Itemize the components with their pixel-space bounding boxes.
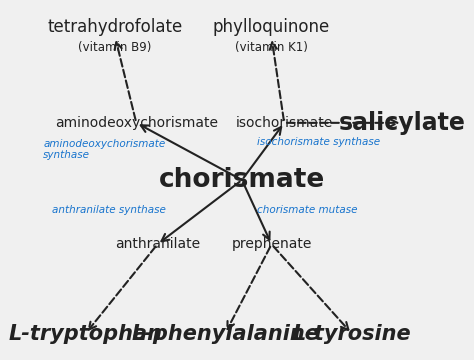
Text: chorismate mutase: chorismate mutase	[257, 205, 357, 215]
Text: anthranilate: anthranilate	[115, 237, 200, 251]
Text: isochorismate: isochorismate	[236, 116, 333, 130]
Text: L-phenylalanine: L-phenylalanine	[131, 324, 319, 343]
Text: tetrahydrofolate: tetrahydrofolate	[47, 18, 183, 36]
Text: isochorismate synthase: isochorismate synthase	[257, 138, 380, 148]
Text: phylloquinone: phylloquinone	[213, 18, 330, 36]
Text: aminodeoxychorismate: aminodeoxychorismate	[55, 116, 218, 130]
Text: aminodeoxychorismate
synthase: aminodeoxychorismate synthase	[43, 139, 165, 161]
Text: anthranilate synthase: anthranilate synthase	[52, 205, 165, 215]
Text: L-tyrosine: L-tyrosine	[292, 324, 411, 343]
Text: (vitamin B9): (vitamin B9)	[79, 41, 152, 54]
Text: (vitamin K1): (vitamin K1)	[235, 41, 308, 54]
Text: salicylate: salicylate	[339, 111, 466, 135]
Text: L-tryptophan: L-tryptophan	[9, 324, 163, 343]
Text: chorismate: chorismate	[159, 167, 325, 193]
Text: prephenate: prephenate	[231, 237, 312, 251]
